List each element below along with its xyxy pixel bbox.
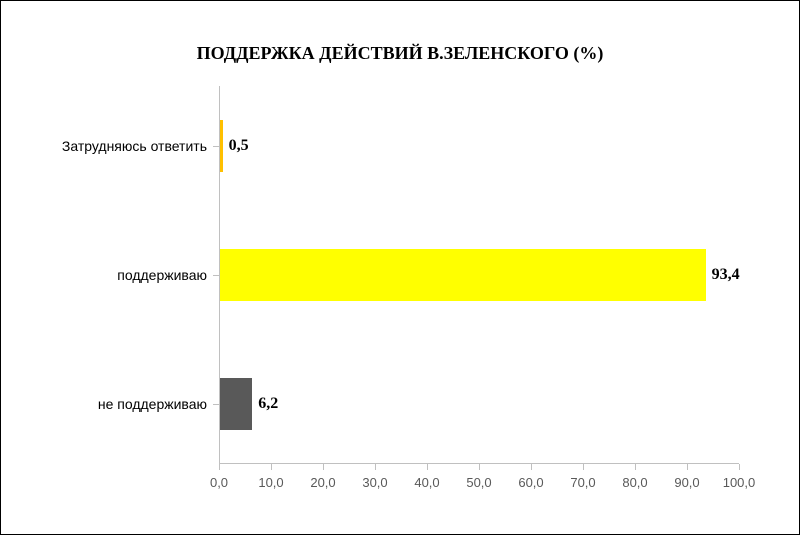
x-tick [531,464,532,470]
x-tick-label: 20,0 [310,475,335,490]
x-tick-label: 100,0 [723,475,756,490]
x-tick-label: 30,0 [362,475,387,490]
x-tick [687,464,688,470]
chart-container: ПОДДЕРЖКА ДЕЙСТВИЙ В.ЗЕЛЕНСКОГО (%) 0,0 … [0,0,800,535]
x-tick-label: 80,0 [622,475,647,490]
x-tick-label: 50,0 [466,475,491,490]
bar-not-support [220,378,252,430]
x-tick-label: 90,0 [674,475,699,490]
category-label: Затрудняюсь ответить [7,138,207,154]
x-tick [323,464,324,470]
x-tick [375,464,376,470]
y-tick [213,146,219,147]
x-tick [479,464,480,470]
x-tick-label: 70,0 [570,475,595,490]
y-tick [213,275,219,276]
bar-support [220,249,706,301]
x-tick-label: 0,0 [210,475,228,490]
data-label: 0,5 [229,137,249,155]
category-label: не поддерживаю [7,396,207,412]
x-tick [219,464,220,470]
y-tick [213,404,219,405]
chart-title: ПОДДЕРЖКА ДЕЙСТВИЙ В.ЗЕЛЕНСКОГО (%) [1,43,799,64]
data-label: 93,4 [712,266,740,284]
x-tick-label: 10,0 [258,475,283,490]
data-label: 6,2 [258,395,278,413]
x-tick [427,464,428,470]
x-tick [635,464,636,470]
bar-difficult-to-answer [220,120,223,172]
x-tick-label: 60,0 [518,475,543,490]
x-tick [271,464,272,470]
x-tick [583,464,584,470]
x-tick-label: 40,0 [414,475,439,490]
plot-area: 0,0 10,0 20,0 30,0 40,0 50,0 60,0 70,0 8… [219,86,739,464]
x-tick [739,464,740,470]
category-label: поддерживаю [7,267,207,283]
